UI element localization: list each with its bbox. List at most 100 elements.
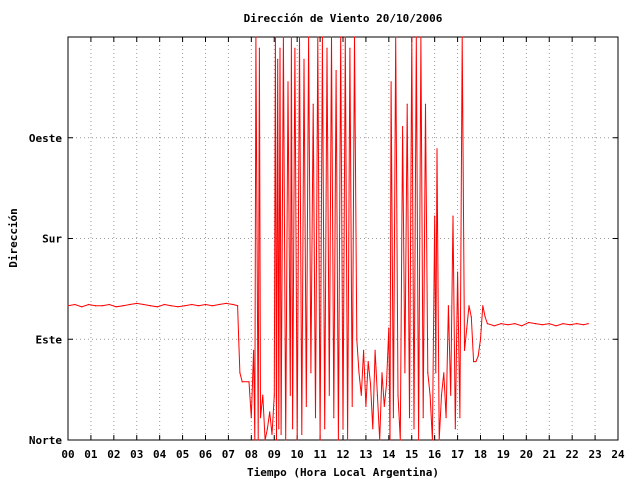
data-point [406, 103, 408, 105]
x-tick-label: 18 [474, 448, 487, 461]
data-point [225, 302, 227, 304]
data-point [324, 428, 326, 430]
data-point [279, 47, 281, 49]
data-point [347, 439, 349, 441]
data-point [184, 305, 186, 307]
data-point [290, 36, 292, 38]
data-point [381, 372, 383, 374]
data-point [461, 36, 463, 38]
data-point [435, 372, 437, 374]
data-point [438, 439, 440, 441]
x-tick-label: 01 [84, 448, 98, 461]
data-point [122, 305, 124, 307]
x-tick-label: 24 [611, 448, 625, 461]
data-point [569, 324, 571, 326]
data-point [372, 428, 374, 430]
data-point [317, 36, 319, 38]
data-point [149, 305, 152, 307]
data-point [321, 36, 323, 38]
data-point [415, 36, 417, 38]
data-point [108, 303, 110, 306]
data-point [241, 381, 243, 383]
data-point [156, 306, 158, 308]
data-point [88, 303, 90, 306]
data-point [232, 303, 234, 306]
data-point [436, 148, 438, 150]
data-point [264, 439, 266, 441]
data-point [484, 316, 486, 318]
data-point [429, 394, 431, 396]
x-tick-label: 07 [222, 448, 235, 461]
data-point [365, 405, 367, 407]
y-tick-labels: Norte Este Sur Oeste [29, 132, 62, 447]
data-point [191, 303, 193, 306]
data-point [301, 433, 303, 435]
data-point [115, 306, 117, 308]
data-point [447, 305, 449, 307]
series-layer [67, 36, 589, 441]
data-point [289, 394, 291, 396]
data-point [326, 47, 328, 49]
data-point [422, 417, 424, 419]
data-point [583, 324, 585, 326]
x-tick-label: 08 [245, 448, 258, 461]
data-point [94, 305, 97, 307]
data-point [253, 349, 255, 351]
data-point [379, 439, 381, 441]
x-tick-label: 12 [336, 448, 349, 461]
data-point [470, 316, 472, 318]
data-point [136, 302, 138, 304]
data-point [170, 305, 172, 307]
data-point [459, 417, 461, 419]
data-point [298, 36, 301, 38]
data-point [473, 361, 475, 363]
data-point [418, 439, 420, 441]
x-tick-label: 14 [382, 448, 396, 461]
x-tick-label: 06 [199, 448, 213, 461]
data-point [274, 36, 276, 38]
x-tick-labels: 00 01 02 03 04 05 06 07 08 09 10 11 12 13 14 15 16 17 18 19… [61, 448, 625, 461]
data-point [388, 327, 390, 329]
data-point [541, 324, 544, 326]
data-point [237, 305, 239, 307]
data-point [351, 405, 353, 407]
x-tick-label: 04 [153, 448, 167, 461]
data-point [576, 323, 578, 325]
data-point [177, 306, 179, 308]
data-point [486, 323, 488, 325]
data-point [404, 372, 406, 374]
data-point [450, 394, 452, 396]
data-point [493, 325, 495, 327]
data-point [457, 271, 459, 273]
data-point [254, 439, 256, 441]
data-point [314, 417, 317, 419]
data-point [310, 372, 312, 374]
axis-ticks [67, 37, 619, 441]
x-axis-label: Tiempo (Hora Local Argentina) [247, 466, 439, 479]
data-point [198, 305, 200, 307]
data-point [395, 36, 397, 38]
data-point [440, 394, 443, 396]
data-point [250, 417, 252, 419]
data-point [255, 36, 257, 38]
data-point [454, 428, 456, 430]
data-point [402, 126, 404, 128]
data-point [211, 305, 213, 307]
data-point [427, 372, 429, 374]
x-tick-label: 02 [107, 448, 120, 461]
x-tick-label: 16 [428, 448, 442, 461]
x-tick-label: 11 [313, 448, 327, 461]
data-point [328, 394, 330, 396]
data-point [555, 325, 557, 327]
x-tick-label: 23 [588, 448, 601, 461]
data-point [434, 215, 436, 217]
data-point [262, 394, 264, 396]
x-tick-label: 09 [268, 448, 281, 461]
data-point [101, 305, 103, 307]
data-point [303, 58, 305, 61]
data-point [376, 394, 378, 396]
y-tick-label: Norte [29, 434, 62, 447]
data-point [587, 323, 589, 325]
data-point [479, 338, 482, 340]
x-tick-label: 21 [543, 448, 557, 461]
